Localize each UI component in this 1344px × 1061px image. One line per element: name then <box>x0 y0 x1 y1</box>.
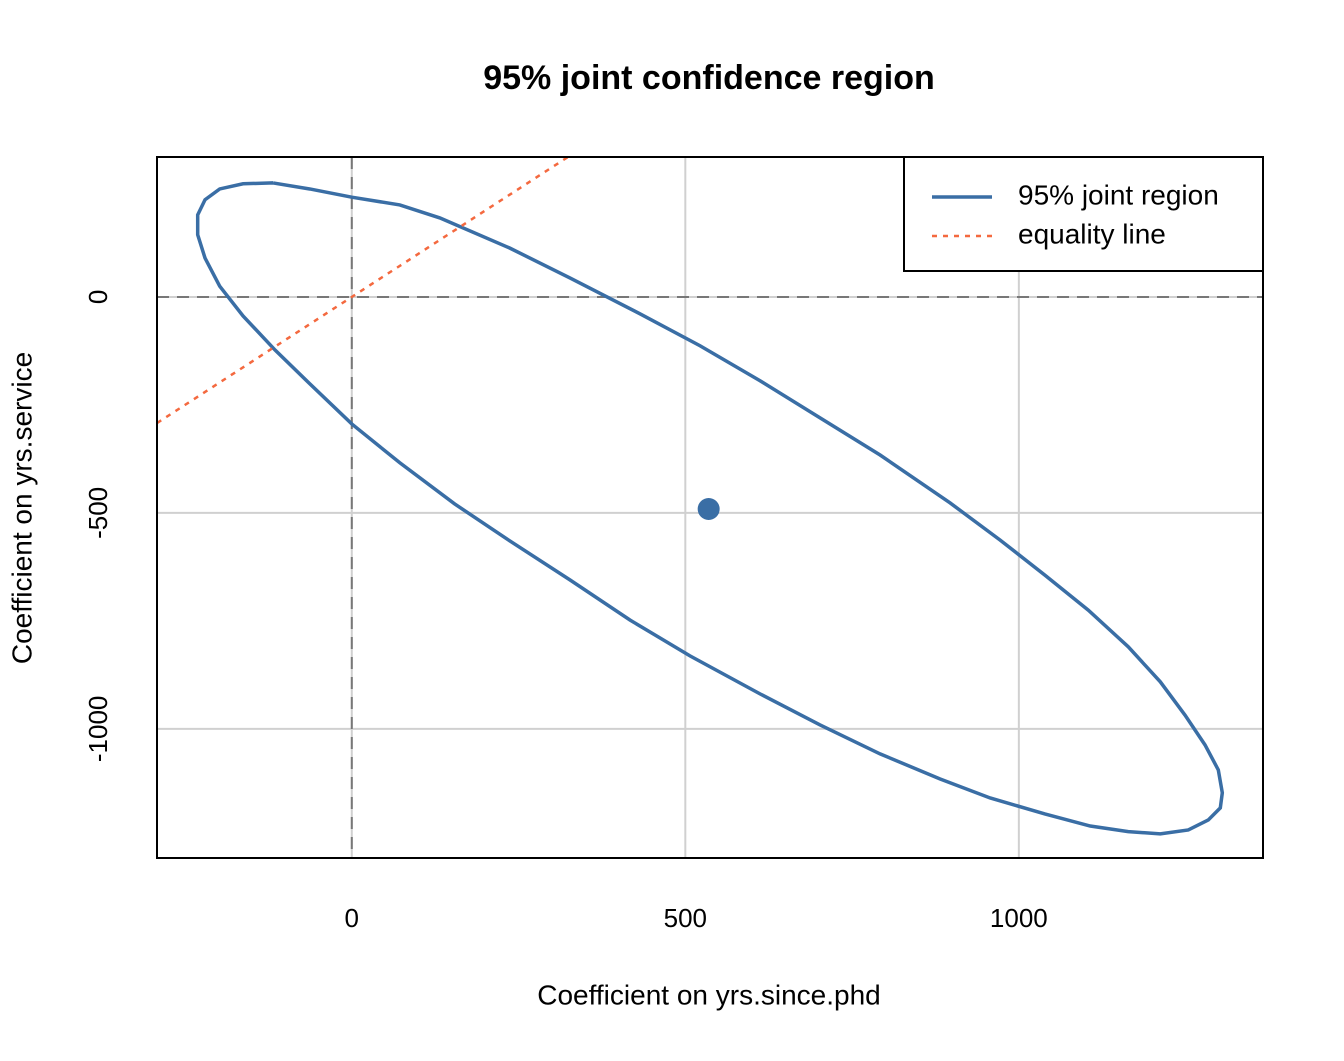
legend: 95% joint region equality line <box>903 156 1264 272</box>
y-tick-label: -1000 <box>83 696 113 763</box>
legend-label: equality line <box>1018 218 1166 249</box>
chart-title: 95% joint confidence region <box>483 59 935 97</box>
region-outline <box>195 181 1225 836</box>
x-tick-label: 0 <box>345 903 359 933</box>
legend-box <box>903 156 1264 272</box>
x-tick-label: 1000 <box>990 903 1048 933</box>
legend-label: 95% joint region <box>1018 179 1219 210</box>
y-tick-label: 0 <box>83 290 113 304</box>
point-estimate <box>697 498 720 521</box>
x-tick-label: 500 <box>664 903 707 933</box>
plot-frame <box>156 156 1264 859</box>
y-tick-label: -500 <box>83 487 113 539</box>
x-axis-label: Coefficient on yrs.since.phd <box>537 979 880 1010</box>
y-axis-label: Coefficient on yrs.service <box>6 352 37 664</box>
plot-area <box>157 157 1263 858</box>
